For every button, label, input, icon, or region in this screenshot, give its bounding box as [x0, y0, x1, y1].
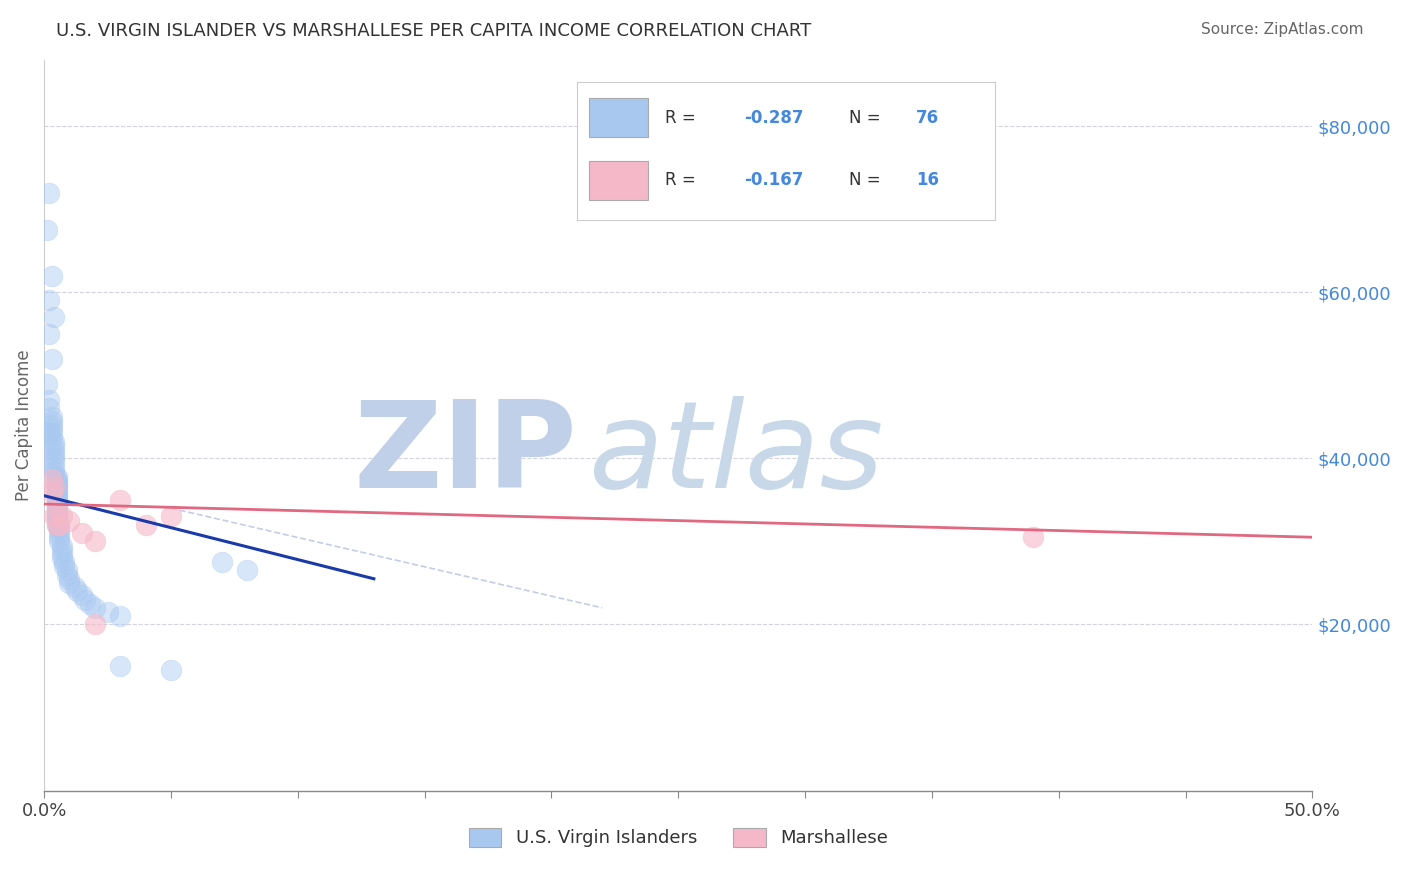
Point	[83, 534, 105, 549]
Point	[44, 442, 66, 457]
Point	[45, 489, 67, 503]
Point	[66, 584, 89, 599]
Point	[45, 492, 67, 507]
Point	[63, 580, 86, 594]
Point	[45, 475, 67, 489]
Point	[41, 351, 63, 366]
Point	[38, 426, 60, 441]
Point	[45, 503, 67, 517]
Point	[45, 483, 67, 497]
Point	[41, 414, 63, 428]
Point	[44, 480, 66, 494]
Point	[35, 223, 58, 237]
Point	[1022, 530, 1045, 544]
Point	[83, 617, 105, 632]
Point	[45, 505, 67, 519]
Point	[48, 517, 70, 532]
Point	[45, 486, 67, 500]
Point	[45, 501, 67, 516]
Point	[44, 451, 66, 466]
Point	[108, 659, 131, 673]
Point	[38, 393, 60, 408]
Point	[38, 326, 60, 341]
Point	[44, 459, 66, 474]
Point	[45, 484, 67, 499]
Point	[41, 418, 63, 433]
Point	[35, 376, 58, 391]
Point	[58, 575, 80, 590]
Point	[38, 186, 60, 200]
Point	[70, 588, 93, 602]
Point	[45, 478, 67, 492]
Point	[45, 476, 67, 491]
Point	[51, 547, 73, 561]
Point	[41, 422, 63, 436]
Point	[45, 469, 67, 483]
Point	[160, 663, 183, 677]
Point	[48, 519, 70, 533]
Point	[51, 542, 73, 557]
Point	[45, 494, 67, 508]
Point	[160, 509, 183, 524]
Point	[56, 564, 79, 578]
Point	[135, 517, 157, 532]
Point	[73, 592, 96, 607]
Point	[45, 511, 67, 525]
Point	[58, 514, 80, 528]
Point	[44, 434, 66, 449]
Point	[44, 310, 66, 324]
Legend: U.S. Virgin Islanders, Marshallese: U.S. Virgin Islanders, Marshallese	[461, 821, 896, 855]
Point	[41, 426, 63, 441]
Point	[45, 509, 67, 524]
Point	[79, 597, 101, 611]
Point	[48, 526, 70, 541]
Point	[45, 497, 67, 511]
Point	[44, 439, 66, 453]
Point	[41, 484, 63, 499]
Text: U.S. VIRGIN ISLANDER VS MARSHALLESE PER CAPITA INCOME CORRELATION CHART: U.S. VIRGIN ISLANDER VS MARSHALLESE PER …	[56, 22, 811, 40]
Text: atlas: atlas	[589, 396, 884, 513]
Point	[53, 559, 76, 574]
Point	[45, 508, 67, 522]
Text: ZIP: ZIP	[353, 396, 576, 513]
Point	[53, 555, 76, 569]
Y-axis label: Per Capita Income: Per Capita Income	[15, 350, 32, 501]
Point	[45, 491, 67, 506]
Point	[48, 534, 70, 549]
Point	[44, 509, 66, 524]
Point	[44, 447, 66, 461]
Point	[58, 572, 80, 586]
Point	[70, 526, 93, 541]
Point	[51, 509, 73, 524]
Point	[38, 401, 60, 416]
Point	[44, 464, 66, 478]
Point	[44, 467, 66, 482]
Point	[108, 492, 131, 507]
Text: Source: ZipAtlas.com: Source: ZipAtlas.com	[1201, 22, 1364, 37]
Point	[41, 268, 63, 283]
Point	[96, 605, 118, 619]
Point	[45, 480, 67, 494]
Point	[45, 517, 67, 532]
Point	[51, 551, 73, 566]
Point	[45, 517, 67, 532]
Point	[41, 431, 63, 445]
Point	[56, 567, 79, 582]
Point	[45, 501, 67, 516]
Point	[41, 409, 63, 424]
Point	[45, 500, 67, 514]
Point	[236, 564, 259, 578]
Point	[38, 293, 60, 308]
Point	[83, 600, 105, 615]
Point	[211, 555, 233, 569]
Point	[51, 539, 73, 553]
Point	[45, 514, 67, 528]
Point	[48, 530, 70, 544]
Point	[108, 609, 131, 624]
Point	[44, 455, 66, 469]
Point	[45, 472, 67, 486]
Point	[41, 472, 63, 486]
Point	[48, 522, 70, 536]
